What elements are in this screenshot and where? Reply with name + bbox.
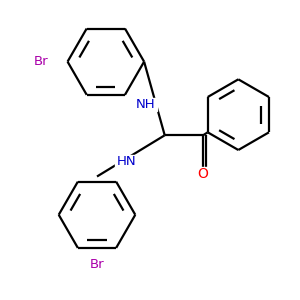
Bar [86,257,108,272]
Bar [30,55,52,68]
Bar [196,167,210,180]
Bar [134,98,157,111]
Text: NH: NH [136,98,155,111]
Text: HN: HN [117,155,136,168]
Bar [116,155,137,168]
Text: O: O [198,167,208,181]
Text: Br: Br [90,258,104,271]
Text: Br: Br [34,55,48,68]
